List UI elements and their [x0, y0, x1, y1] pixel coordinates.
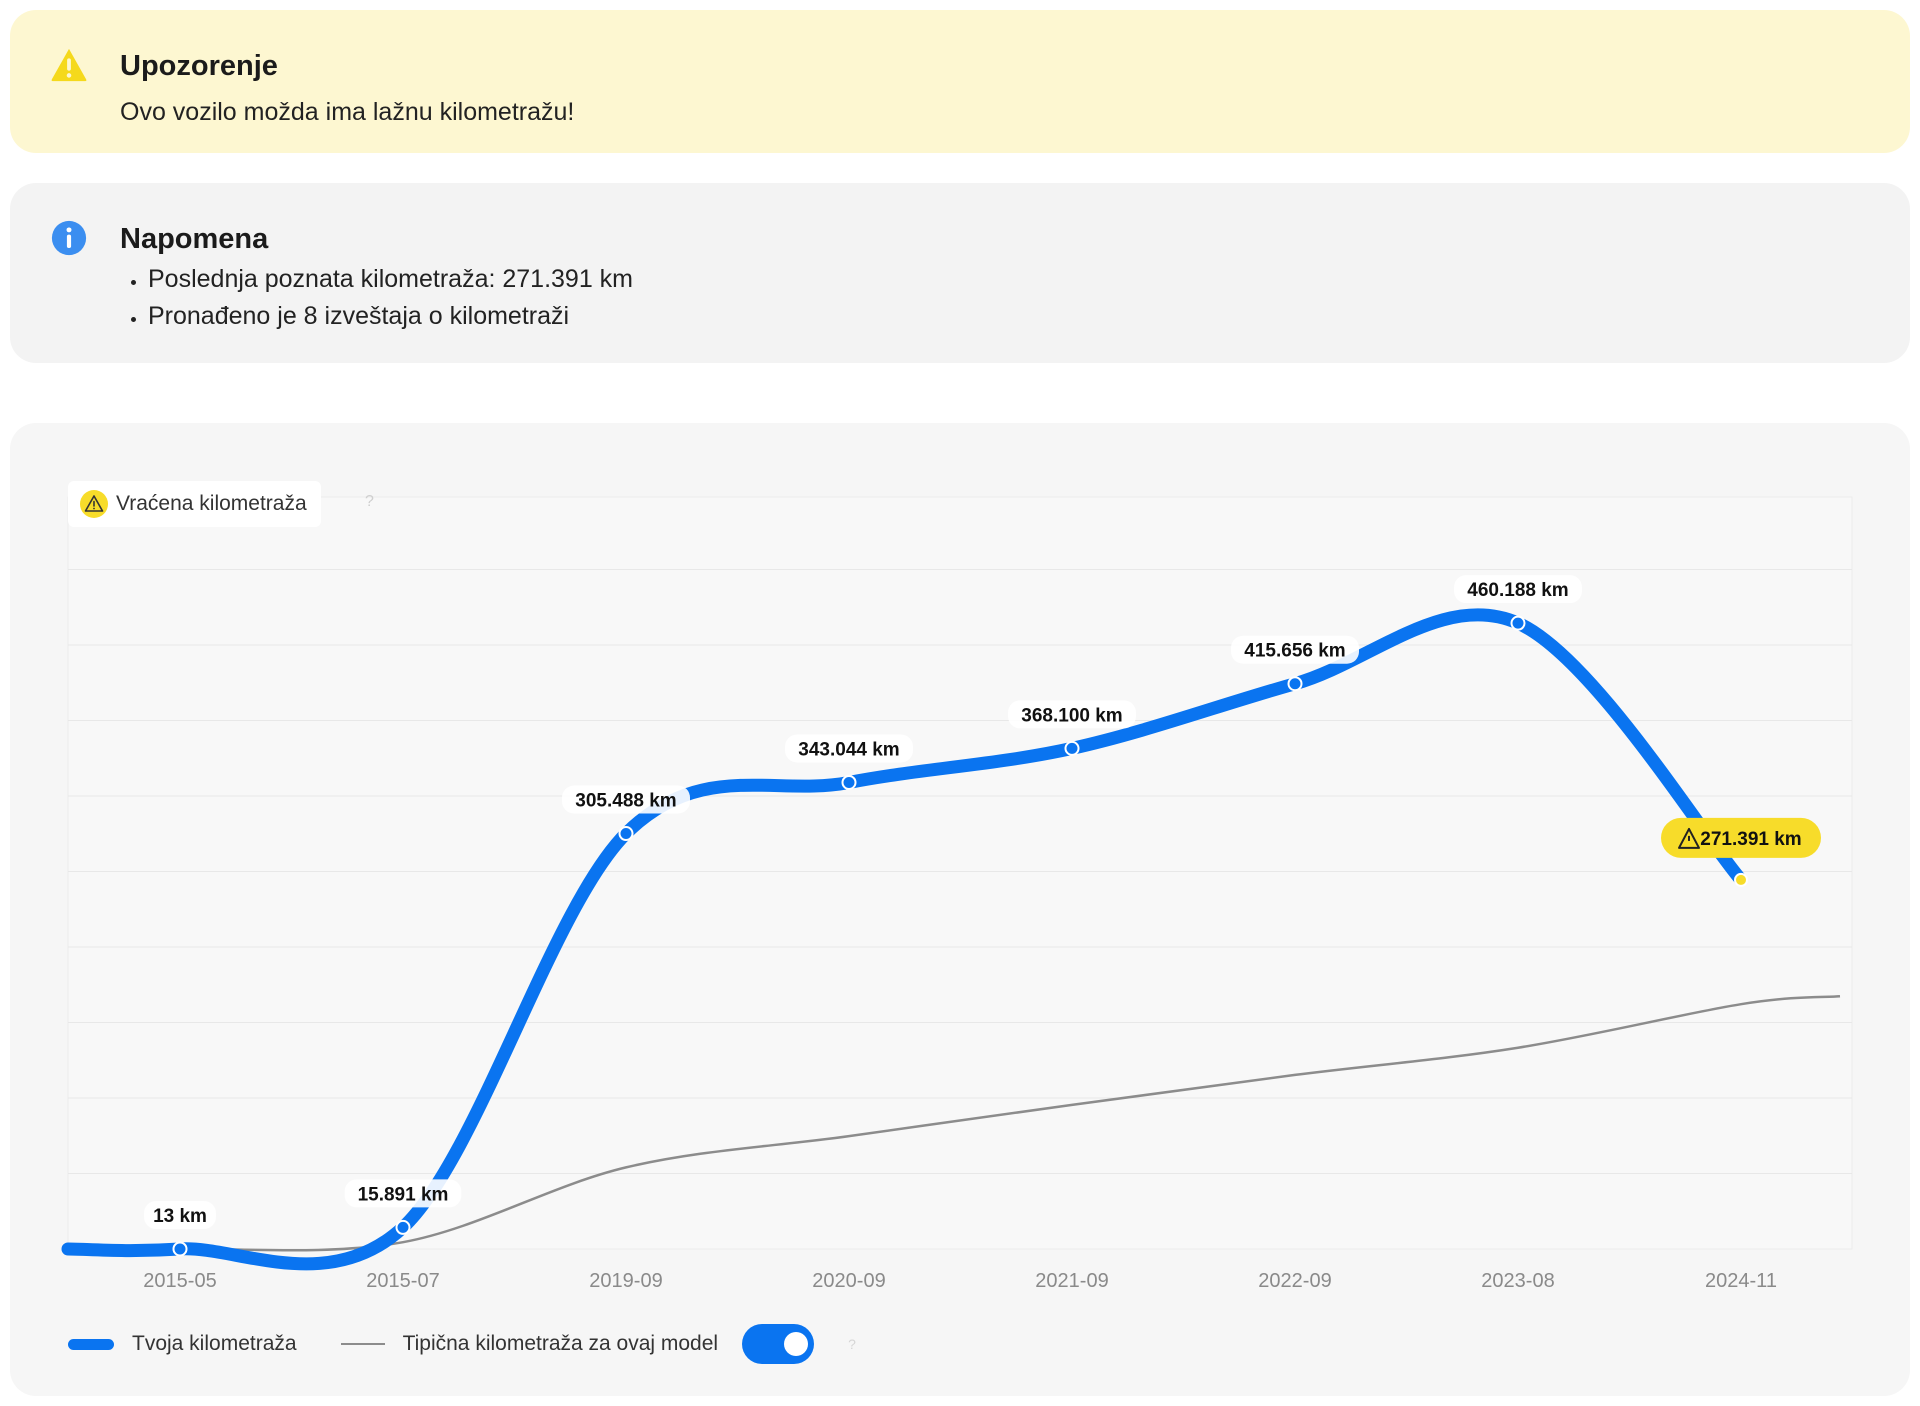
- x-tick-label: 2021-09: [1035, 1270, 1108, 1292]
- mileage-chart: 2015-05 2015-07 2019-09 2020-09 2021-09 2022-…: [61, 496, 1853, 1292]
- data-label: 271.391 km: [1700, 829, 1801, 850]
- plot-area: [67, 496, 1853, 1250]
- x-tick-label: 2019-09: [589, 1270, 662, 1292]
- data-label: 15.891 km: [358, 1184, 449, 1205]
- mileage-chart-card: 2015-05 2015-07 2019-09 2020-09 2021-09 2022-…: [10, 423, 1910, 1396]
- data-label: 343.044 km: [798, 739, 899, 760]
- legend-swatch-yours: [68, 1338, 114, 1350]
- warning-title: Upozorenje: [120, 50, 278, 82]
- rollback-help-icon[interactable]: ?: [365, 493, 374, 510]
- data-point: [1734, 872, 1748, 887]
- rollback-label-bg: [1661, 817, 1821, 858]
- toggle-knob: [784, 1332, 809, 1356]
- x-tick-label: 2022-09: [1258, 1270, 1331, 1292]
- note-alert: Napomena Poslednja poznata kilometraža: …: [10, 183, 1910, 363]
- data-label-bg: [144, 1200, 216, 1229]
- data-label-bg: [1454, 575, 1582, 604]
- rollback-warning-icon: [80, 490, 108, 518]
- typical-mileage-toggle[interactable]: [742, 1324, 815, 1364]
- chart-legend: Tvoja kilometraža Tipična kilometraža za…: [68, 1318, 856, 1370]
- x-tick-label: 2020-09: [812, 1270, 885, 1292]
- data-label: 13 km: [153, 1206, 207, 1227]
- data-label: 460.188 km: [1467, 580, 1568, 601]
- note-list: Poslednja poznata kilometraža: 271.391 k…: [120, 261, 633, 335]
- legend-help-icon[interactable]: ?: [848, 1336, 856, 1352]
- data-label-bg: [1231, 635, 1359, 664]
- data-label-bg: [562, 785, 690, 814]
- rollback-badge[interactable]: Vraćena kilometraža: [68, 481, 321, 527]
- rollback-label-warning-icon: [1678, 827, 1700, 849]
- note-item-last-mileage: Poslednja poznata kilometraža: 271.391 k…: [148, 261, 633, 298]
- x-tick-label: 2015-05: [143, 1270, 216, 1292]
- info-icon: [51, 220, 87, 256]
- warning-alert: Upozorenje Ovo vozilo možda ima lažnu ki…: [10, 10, 1910, 153]
- data-point: [1510, 615, 1526, 631]
- warning-triangle-icon: [51, 48, 87, 82]
- legend-label-typical: Tipična kilometraža za ovaj model: [402, 1332, 719, 1355]
- note-item-report-count: Pronađeno je 8 izveštaja o kilometraži: [148, 298, 633, 335]
- rollback-badge-label: Vraćena kilometraža: [116, 492, 307, 515]
- data-label-bg: [785, 734, 913, 763]
- data-label-bg: [1008, 700, 1136, 729]
- data-point: [1287, 676, 1303, 692]
- data-point: [172, 1241, 188, 1257]
- data-label-bg: [344, 1179, 462, 1208]
- x-tick-label: 2024-11: [1705, 1270, 1777, 1292]
- data-point: [1064, 740, 1080, 756]
- legend-swatch-typical: [340, 1343, 385, 1345]
- data-point: [841, 774, 857, 790]
- data-label: 415.656 km: [1244, 641, 1345, 662]
- x-tick-label: 2023-08: [1481, 1270, 1554, 1292]
- note-title: Napomena: [120, 223, 269, 255]
- data-label: 305.488 km: [575, 791, 676, 812]
- x-tick-label: 2015-07: [366, 1270, 439, 1292]
- legend-label-yours: Tvoja kilometraža: [132, 1332, 297, 1355]
- data-point: [618, 826, 634, 842]
- data-point: [395, 1219, 411, 1235]
- warning-message: Ovo vozilo možda ima lažnu kilometražu!: [120, 98, 575, 126]
- data-label: 368.100 km: [1021, 705, 1122, 726]
- series-line-typical: [67, 994, 1841, 1252]
